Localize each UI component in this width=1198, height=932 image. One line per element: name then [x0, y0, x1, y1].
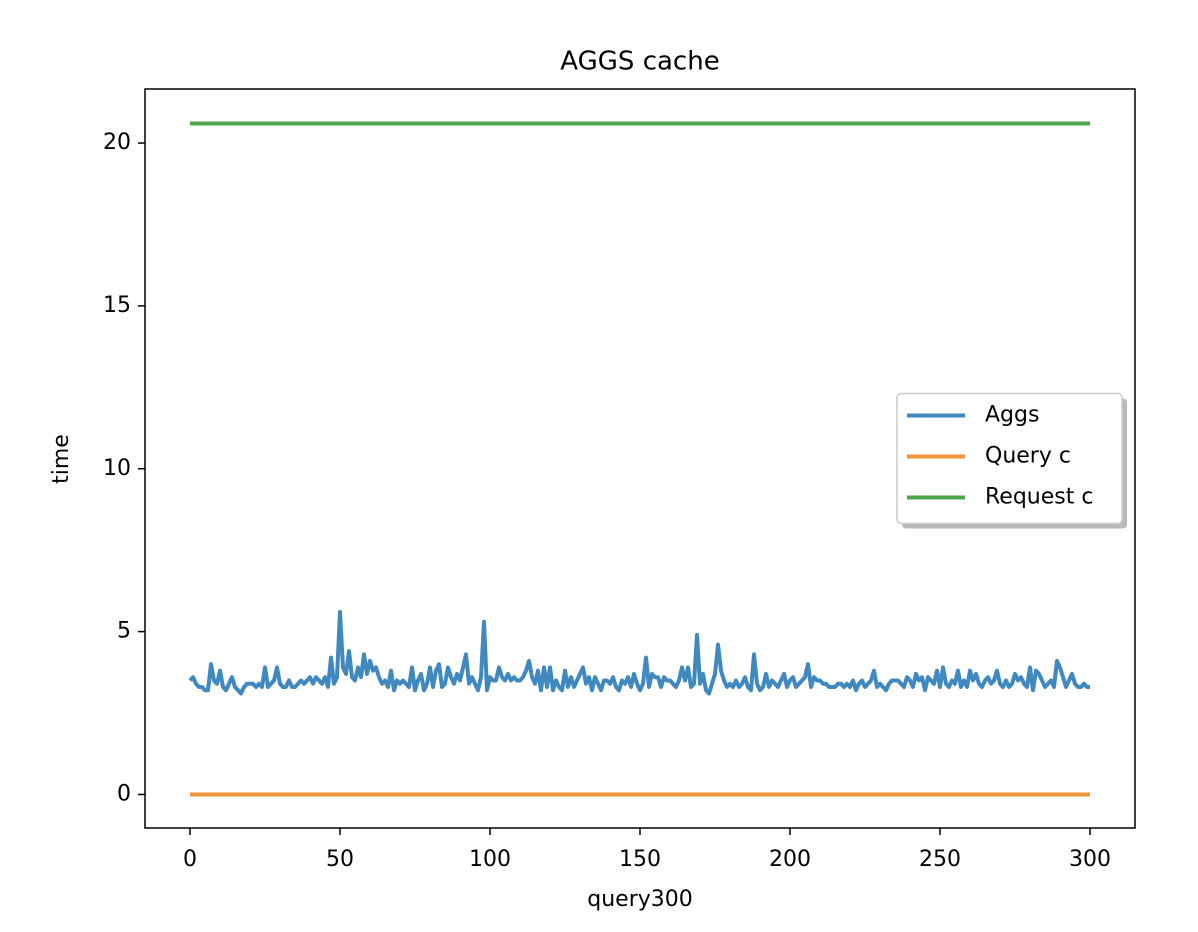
x-tick-label: 150	[619, 847, 661, 872]
x-tick-label: 250	[919, 847, 961, 872]
x-tick-label: 300	[1069, 847, 1111, 872]
line-series	[188, 610, 1090, 696]
y-axis-label: time	[49, 434, 74, 484]
x-axis-label: query300	[587, 887, 693, 912]
x-tick-label: 200	[769, 847, 811, 872]
legend-label: Request c	[985, 485, 1093, 510]
chart-title: AGGS cache	[560, 47, 719, 77]
x-tick-label: 100	[469, 847, 511, 872]
y-tick-label: 10	[103, 456, 131, 481]
x-tick-label: 0	[183, 847, 197, 872]
x-tick-label: 50	[326, 847, 354, 872]
y-tick-label: 20	[103, 130, 131, 155]
y-tick-label: 5	[117, 619, 131, 644]
legend-label: Query c	[985, 444, 1071, 469]
legend: Aggs Query c Request c	[896, 392, 1127, 529]
legend-label: Aggs	[985, 403, 1039, 428]
y-tick-label: 15	[103, 293, 131, 318]
plot-area	[188, 121, 1090, 797]
legend-box	[896, 392, 1123, 525]
y-tick-label: 0	[117, 781, 131, 806]
